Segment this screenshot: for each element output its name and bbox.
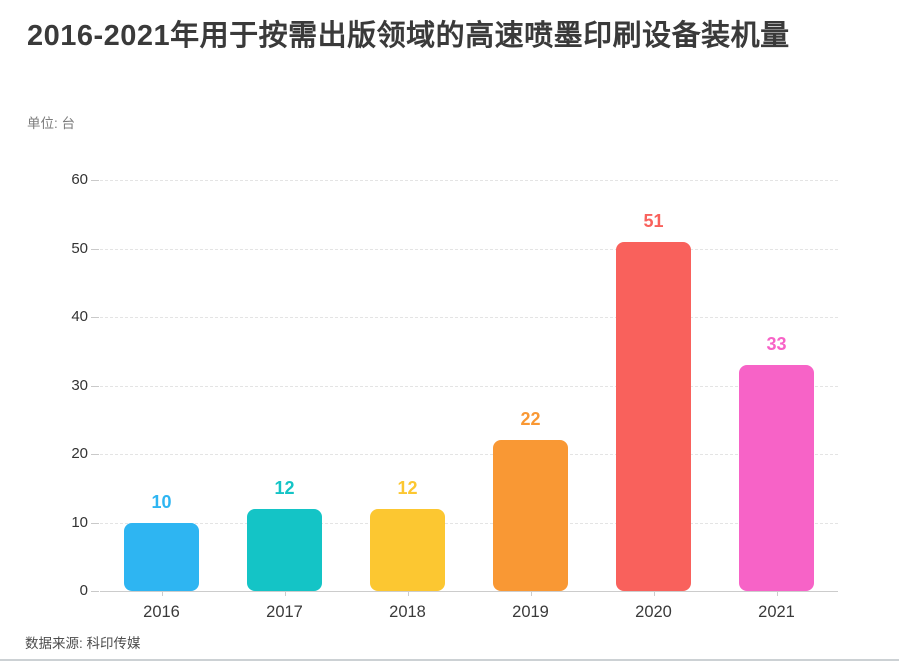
bar-2019 [493, 440, 568, 591]
value-label-2018: 12 [397, 477, 418, 498]
x-axis-tick-2021 [776, 591, 778, 596]
y-axis-tick-0 [91, 591, 99, 592]
x-axis-label-2020: 2020 [635, 603, 672, 621]
y-axis-label-60: 60 [71, 171, 88, 188]
x-axis-label-2017: 2017 [266, 603, 303, 621]
x-axis-tick-2018 [407, 591, 409, 596]
value-label-2021: 33 [766, 333, 787, 354]
unit-label: 单位: 台 [27, 116, 76, 131]
y-axis-label-30: 30 [71, 376, 88, 394]
gridline-y10 [100, 522, 838, 524]
bottom-divider [0, 659, 899, 661]
x-axis-label-2021: 2021 [758, 603, 795, 621]
gridline-y60 [100, 180, 838, 181]
source-label: 数据来源: 科印传媒 [25, 636, 141, 651]
y-axis-tick-40 [91, 317, 99, 318]
gridline-y40 [100, 317, 838, 318]
y-axis-label-40: 40 [71, 308, 88, 325]
gridline-y30 [100, 385, 838, 387]
bar-2016 [124, 522, 199, 591]
y-axis-label-50: 50 [71, 239, 88, 257]
chart-title: 2016-2021年用于按需出版领域的高速喷墨印刷设备装机量 [27, 20, 790, 52]
gridline-y20 [100, 454, 838, 455]
y-axis-tick-10 [91, 522, 99, 524]
x-axis-label-2019: 2019 [512, 603, 549, 621]
value-label-2019: 22 [520, 409, 541, 430]
bar-2017 [247, 508, 322, 591]
x-axis-label-2018: 2018 [389, 603, 426, 621]
x-axis-baseline [100, 591, 838, 592]
y-axis-label-10: 10 [71, 513, 88, 531]
x-axis-tick-2017 [284, 591, 286, 596]
x-axis-label-2016: 2016 [143, 603, 180, 621]
y-axis-tick-30 [91, 385, 99, 387]
y-axis-label-0: 0 [79, 582, 88, 599]
y-axis-label-20: 20 [71, 445, 88, 462]
x-axis-tick-2020 [653, 591, 655, 596]
gridline-y50 [100, 248, 838, 250]
x-axis-tick-2016 [161, 591, 163, 596]
value-label-2016: 10 [151, 491, 172, 512]
bar-2020 [616, 241, 691, 591]
y-axis-tick-20 [91, 454, 99, 455]
value-label-2017: 12 [274, 477, 295, 498]
bar-2018 [370, 508, 445, 591]
value-label-2020: 51 [643, 210, 664, 231]
x-axis-tick-2019 [530, 591, 532, 596]
bar-2021 [739, 364, 814, 591]
y-axis-tick-50 [91, 248, 99, 250]
y-axis-tick-60 [91, 180, 99, 181]
